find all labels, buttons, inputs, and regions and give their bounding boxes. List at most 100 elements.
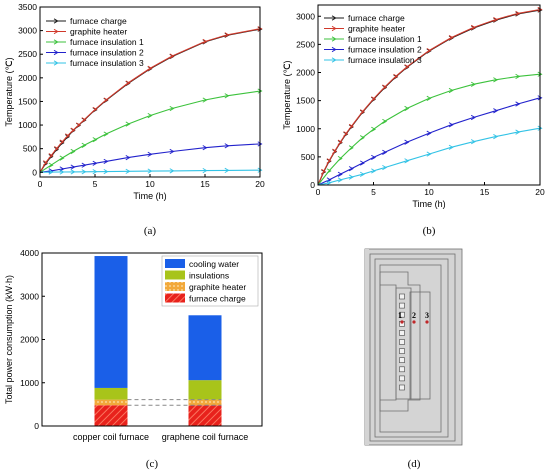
y-tick-label: 2000 (296, 68, 315, 78)
x-tick-label: 10 (424, 187, 434, 197)
y-tick-label: 2500 (18, 49, 37, 59)
x-axis-label: Time (h) (412, 199, 445, 209)
panel-label: (a) (144, 225, 157, 237)
series-marker-4 (426, 151, 432, 157)
series-marker-2 (493, 77, 499, 83)
series-marker-4 (371, 168, 376, 174)
series-marker-1 (92, 106, 98, 113)
series-marker-2 (470, 81, 476, 87)
series-marker-4 (169, 168, 175, 174)
category-label-0: copper coil furnace (73, 432, 149, 442)
y-tick-label: 2500 (296, 39, 315, 49)
series-marker-2 (515, 73, 521, 80)
series-marker-4 (359, 171, 365, 177)
bar-segment-1-3 (188, 315, 222, 381)
series-line-2 (39, 90, 261, 173)
series-marker-3 (125, 155, 131, 161)
series-marker-2 (92, 137, 98, 143)
series-marker-2 (382, 118, 388, 125)
series-marker-1 (371, 96, 376, 102)
series-marker-0 (404, 64, 410, 71)
y-axis-label: Total power consumption (kW·h) (4, 275, 14, 404)
series-marker-1 (348, 123, 354, 130)
series-marker-2 (337, 155, 343, 162)
coil-turn-6 (399, 348, 405, 354)
series-marker-1 (257, 26, 263, 32)
series-marker-1 (65, 133, 70, 139)
series-marker-0 (65, 134, 70, 140)
y-tick-label: 4000 (20, 248, 39, 258)
measure-label-0: 1 (398, 311, 402, 320)
series-marker-3 (257, 141, 263, 147)
series-marker-1 (54, 146, 59, 152)
series-marker-0 (59, 140, 65, 146)
vessel-layer-3 (379, 264, 442, 433)
y-tick-label: 3500 (18, 2, 37, 12)
series-marker-4 (326, 180, 332, 186)
series-marker-3 (169, 148, 175, 155)
y-tick-label: 2000 (20, 335, 39, 345)
legend-label-3: furnace insulation 2 (348, 45, 422, 55)
legend-label-1: insulations (189, 271, 229, 281)
series-marker-2 (147, 113, 153, 119)
bar-segment-0-2 (94, 387, 128, 400)
series-marker-2 (326, 168, 332, 174)
vessel-edge (365, 249, 369, 445)
series-marker-2 (348, 145, 354, 151)
y-tick-label: 3000 (296, 11, 315, 21)
series-marker-1 (169, 53, 175, 59)
y-tick-label: 1000 (18, 120, 37, 130)
bar-segment-1-1 (188, 399, 222, 406)
bar-segment-1-2 (188, 380, 222, 400)
bar-segment-0-1 (94, 399, 128, 406)
panel-label: (b) (423, 225, 436, 237)
series-marker-1 (103, 97, 109, 103)
coil-turn-0 (399, 293, 405, 300)
x-tick-label: 0 (38, 179, 43, 189)
series-marker-4 (70, 169, 76, 175)
coil-turn-1 (399, 302, 405, 309)
insulation-outline-3 (409, 291, 431, 400)
series-marker-1 (70, 127, 76, 133)
series-marker-2 (59, 155, 65, 161)
series-marker-3 (359, 160, 365, 166)
x-tick-label: 20 (255, 179, 265, 189)
series-marker-3 (103, 158, 109, 165)
x-tick-label: 20 (535, 187, 545, 197)
series-marker-3 (448, 122, 454, 128)
series-marker-1 (470, 24, 476, 31)
panel-label: (c) (146, 458, 159, 470)
series-marker-1 (382, 84, 388, 90)
series-marker-1 (59, 139, 65, 145)
measure-label-2: 3 (425, 311, 429, 320)
series-line-4 (317, 127, 541, 186)
legend-swatch-1 (165, 270, 185, 280)
series-marker-1 (537, 6, 543, 13)
series-marker-4 (493, 134, 499, 140)
x-tick-label: 5 (371, 187, 376, 197)
y-axis-label: Temperature (℃) (282, 60, 292, 129)
series-marker-0 (448, 35, 454, 41)
x-tick-label: 0 (316, 187, 321, 197)
series-marker-1 (493, 17, 499, 23)
series-marker-0 (48, 154, 54, 160)
legend-label-2: furnace insulation 1 (70, 37, 144, 47)
series-marker-4 (147, 168, 153, 174)
x-axis-label: Time (h) (133, 191, 166, 201)
legend-marker-1 (331, 25, 337, 32)
series-marker-0 (470, 25, 476, 31)
series-marker-4 (382, 164, 388, 171)
coil-turn-8 (399, 366, 405, 373)
series-marker-4 (448, 144, 454, 150)
series-marker-2 (202, 97, 208, 103)
series-marker-1 (321, 168, 327, 175)
coil-turn-4 (399, 330, 405, 336)
series-line-3 (317, 97, 541, 186)
series-marker-2 (359, 135, 365, 141)
series-marker-4 (337, 177, 343, 183)
series-marker-1 (48, 153, 54, 159)
series-marker-1 (404, 64, 410, 70)
y-tick-label: 0 (310, 180, 315, 190)
legend-label-1: graphite heater (348, 24, 405, 34)
series-marker-4 (348, 174, 354, 180)
